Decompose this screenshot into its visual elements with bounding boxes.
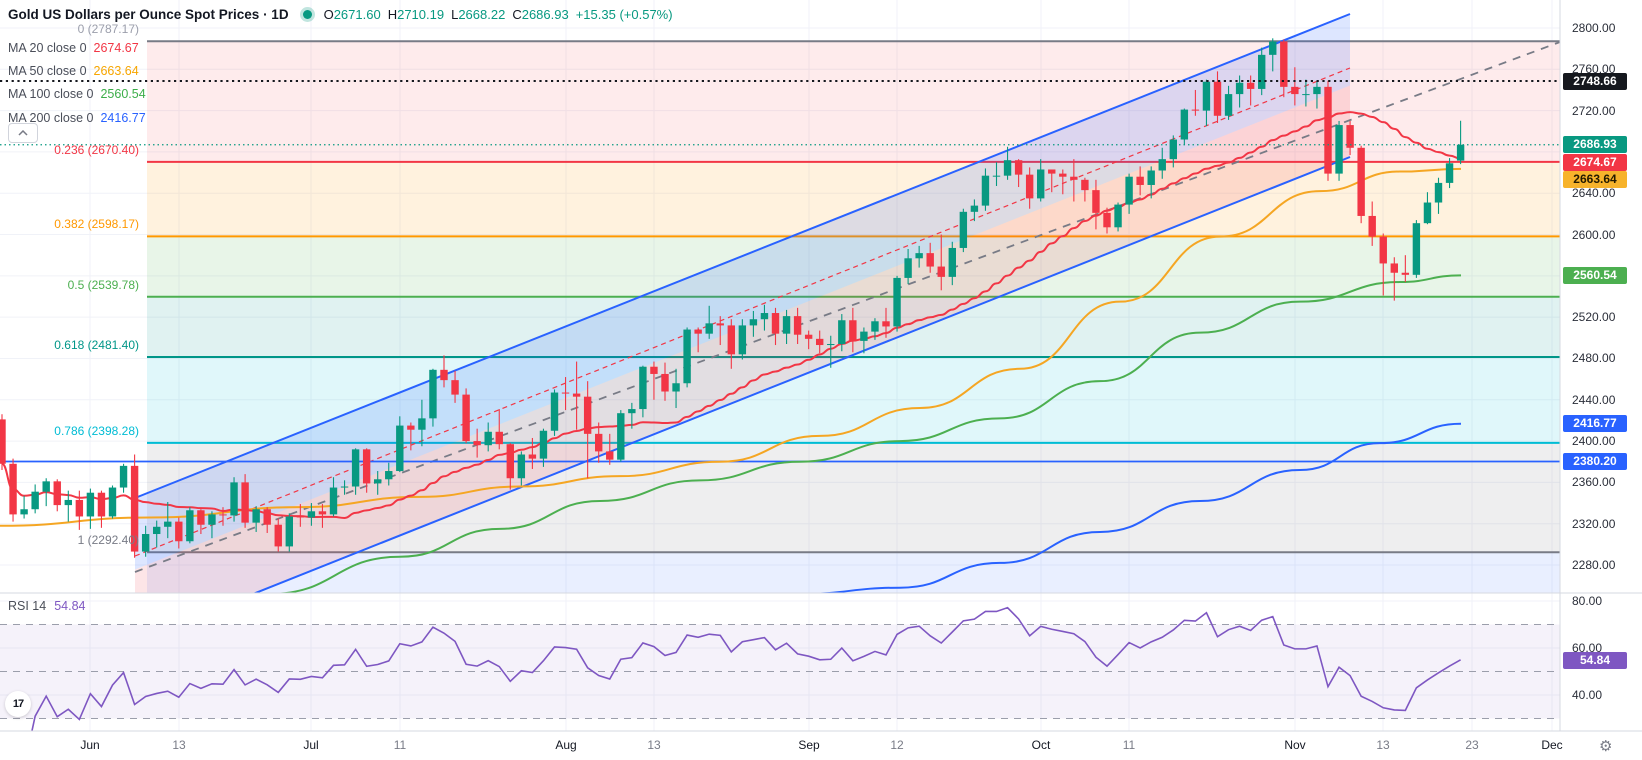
price-tick-label: 2480.00 <box>1572 351 1616 366</box>
time-tick-label: 13 <box>647 738 661 752</box>
rsi-line <box>31 606 1461 731</box>
price-badge: 2560.54 <box>1563 266 1627 284</box>
fib-level-label: 0.382 (2598.17) <box>54 217 139 232</box>
time-tick-label: Dec <box>1541 738 1563 752</box>
price-tick-label: 2280.00 <box>1572 557 1616 572</box>
open-value: 2671.60 <box>333 7 381 22</box>
ma100-line <box>269 274 1462 593</box>
ohlc-values: O2671.60 H2710.19 L2668.22 C2686.93 +15.35 (… <box>323 7 673 22</box>
time-tick-label: Nov <box>1284 738 1306 752</box>
time-tick-label: Jul <box>303 738 319 752</box>
close-value: 2686.93 <box>521 7 569 22</box>
ma200-legend-row[interactable]: MA 200 close 0 2416.77 <box>8 111 146 125</box>
fib-level-label: 0 (2787.17) <box>77 22 139 37</box>
high-value: 2710.19 <box>397 7 445 22</box>
ma50-legend-row[interactable]: MA 50 close 0 2663.64 <box>8 64 139 78</box>
price-badge: 2686.93 <box>1563 136 1627 154</box>
legend-collapse-button[interactable] <box>8 123 38 143</box>
ma100-value: 2560.54 <box>100 87 146 101</box>
price-tick-label: 2720.00 <box>1572 103 1616 118</box>
time-tick-label: 13 <box>172 738 186 752</box>
price-tick-label: 2360.00 <box>1572 475 1616 490</box>
ma200-value: 2416.77 <box>100 111 146 125</box>
rsi-value-badge: 54.84 <box>1563 651 1627 669</box>
time-tick-label: 12 <box>890 738 904 752</box>
ma200-line <box>787 422 1462 593</box>
price-badge: 2748.66 <box>1563 72 1627 90</box>
time-tick-label: Aug <box>555 738 577 752</box>
gear-icon[interactable]: ⚙ <box>1599 738 1613 755</box>
symbol-title-row[interactable]: Gold US Dollars per Ounce Spot Prices · … <box>8 4 680 26</box>
price-badge: 2663.64 <box>1563 171 1627 189</box>
ma50-value: 2663.64 <box>93 64 139 78</box>
price-badge: 2416.77 <box>1563 415 1627 433</box>
time-tick-label: Oct <box>1031 738 1051 752</box>
rsi-legend-row[interactable]: RSI 14 54.84 <box>8 599 86 613</box>
low-value: 2668.22 <box>458 7 506 22</box>
legend: Gold US Dollars per Ounce Spot Prices · … <box>8 4 680 125</box>
market-status-icon[interactable] <box>302 10 312 20</box>
rsi-label: RSI 14 <box>8 599 47 613</box>
tradingview-logo[interactable]: 17 <box>5 691 31 717</box>
rsi-tick-label: 60.00 <box>1572 641 1603 655</box>
price-tick-label: 2440.00 <box>1572 392 1616 407</box>
chevron-up-icon <box>18 130 28 136</box>
price-badge: 2380.20 <box>1563 453 1627 471</box>
ma20-legend-row[interactable]: MA 20 close 0 2674.67 <box>8 41 139 55</box>
fib-level-label: 0.236 (2670.40) <box>54 142 139 157</box>
fib-level-label: 0.786 (2398.28) <box>54 423 139 438</box>
price-tick-label: 2640.00 <box>1572 186 1616 201</box>
rsi-value: 54.84 <box>54 599 86 613</box>
change-value: +15.35 (+0.57%) <box>575 7 673 22</box>
price-tick-label: 2600.00 <box>1572 227 1616 242</box>
time-tick-label: Sep <box>798 738 820 752</box>
fib-level-label: 1 (2292.40) <box>77 533 139 548</box>
ma100-legend-row[interactable]: MA 100 close 0 2560.54 <box>8 87 146 101</box>
time-tick-label: 11 <box>1122 738 1136 752</box>
time-tick-label: Jun <box>80 738 100 752</box>
fib-level-label: 0.5 (2539.78) <box>67 277 139 292</box>
trendlines <box>134 41 1560 573</box>
ma20-value: 2674.67 <box>93 41 139 55</box>
time-tick-label: 11 <box>393 738 407 752</box>
time-tick-label: 13 <box>1376 738 1390 752</box>
fib-level-label: 0.618 (2481.40) <box>54 338 139 352</box>
ma50-line <box>0 167 1462 527</box>
rsi-tick-label: 40.00 <box>1572 688 1603 702</box>
price-tick-label: 2400.00 <box>1572 434 1616 449</box>
price-tick-label: 2320.00 <box>1572 516 1616 531</box>
symbol-title: Gold US Dollars per Ounce Spot Prices · … <box>8 7 289 22</box>
candles <box>0 38 1465 558</box>
price-tick-label: 2520.00 <box>1572 310 1616 325</box>
price-tick-label: 2800.00 <box>1572 21 1616 35</box>
rsi-pane <box>0 606 1560 731</box>
rsi-tick-label: 80.00 <box>1572 594 1603 608</box>
price-badge: 2674.67 <box>1563 153 1627 171</box>
time-tick-label: 23 <box>1465 738 1479 752</box>
